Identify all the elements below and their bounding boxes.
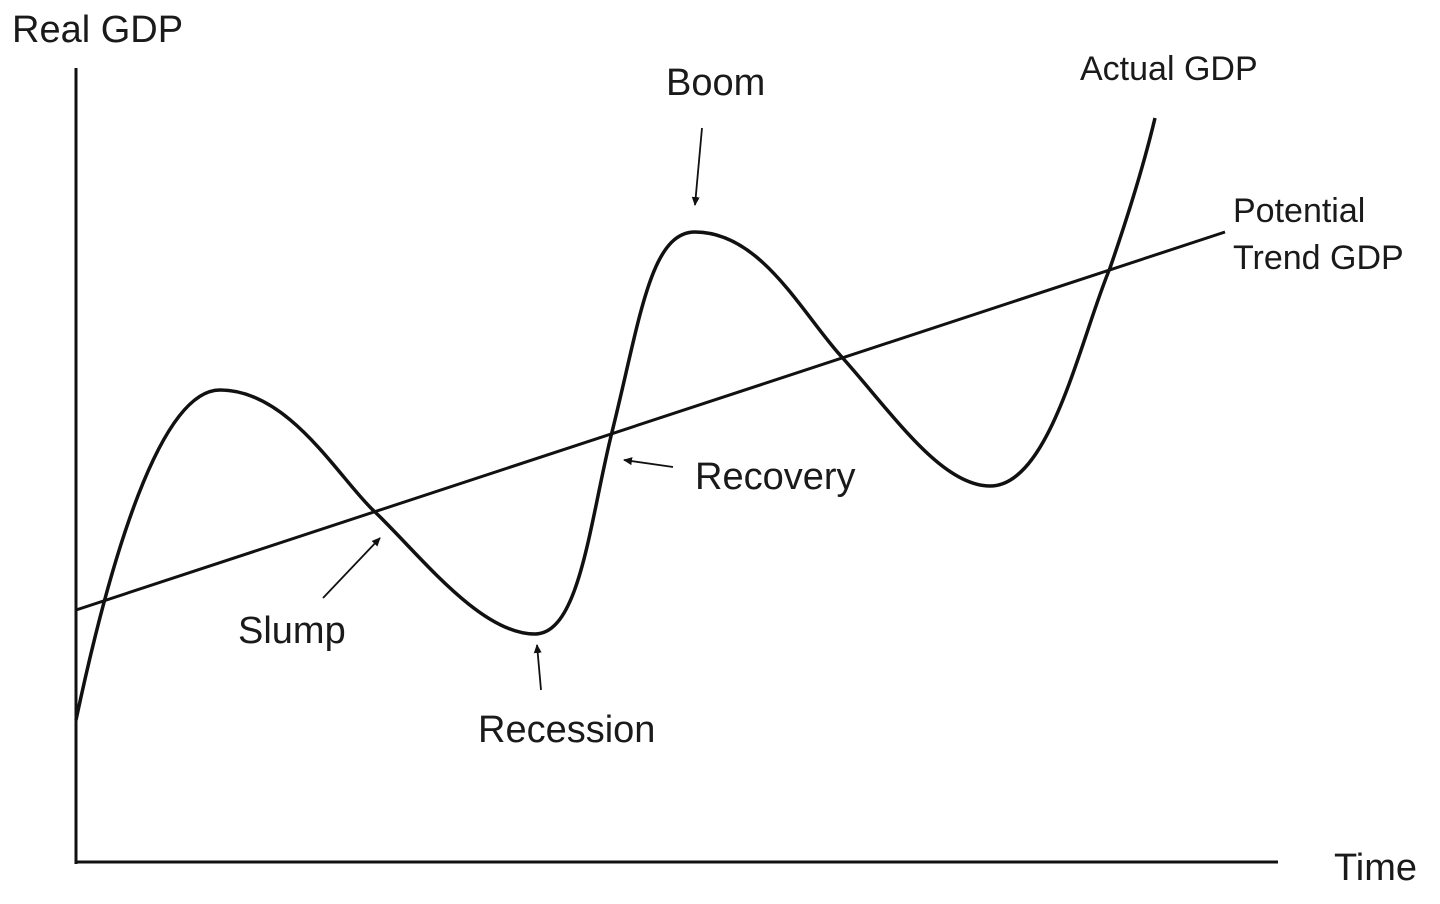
trend-label-line1: Potential <box>1233 192 1365 230</box>
x-axis-label: Time <box>1334 847 1417 889</box>
potential-trend-gdp-line <box>75 230 1226 612</box>
trend-label-line2: Trend GDP <box>1233 239 1404 277</box>
recovery-arrow <box>623 457 674 468</box>
boom-label: Boom <box>666 62 765 104</box>
actual-gdp-curve <box>74 117 1157 721</box>
actual-gdp-label: Actual GDP <box>1080 50 1258 88</box>
slump-arrow <box>322 537 381 599</box>
y-axis-label: Real GDP <box>12 9 183 51</box>
slump-label: Slump <box>238 610 346 652</box>
recession-label: Recession <box>478 709 655 751</box>
boom-arrow <box>691 127 703 206</box>
recovery-label: Recovery <box>695 456 856 498</box>
recession-arrow <box>533 644 542 691</box>
